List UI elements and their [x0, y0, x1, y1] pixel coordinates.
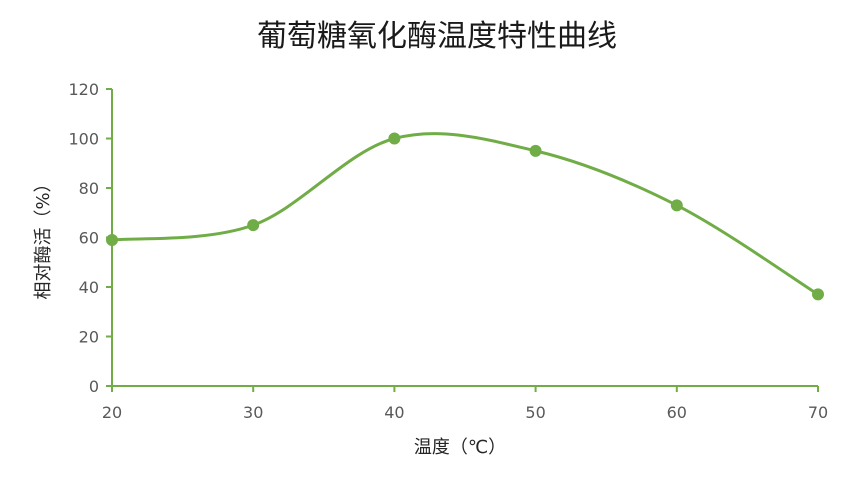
x-axis-title: 温度（℃）	[414, 437, 506, 458]
y-tick-label: 80	[79, 179, 99, 198]
x-tick-label: 20	[102, 403, 122, 422]
data-point-20	[106, 233, 118, 246]
data-point-70	[812, 288, 824, 301]
x-tick-label: 30	[243, 403, 263, 422]
x-tick-label: 70	[808, 403, 828, 422]
y-tick-label: 60	[79, 229, 99, 248]
series-line-0	[110, 132, 820, 296]
x-tick-label: 50	[525, 403, 545, 422]
y-tick-label: 120	[68, 80, 99, 99]
x-tick-label: 40	[384, 403, 404, 422]
data-point-40	[388, 132, 401, 145]
y-tick-label: 20	[79, 328, 99, 347]
y-tick-label: 40	[79, 278, 99, 297]
chart-title: 葡萄糖氧化酶温度特性曲线	[257, 19, 617, 54]
markers	[106, 132, 824, 301]
data-point-30	[247, 219, 260, 232]
data-point-50	[529, 144, 542, 157]
data-point-60	[670, 199, 683, 212]
x-tick-label: 60	[667, 403, 687, 422]
y-tick-label: 0	[89, 377, 99, 396]
series	[110, 132, 820, 296]
y-axis-title: 相对酶活（%）	[33, 174, 54, 299]
y-tick-label: 100	[68, 130, 99, 149]
